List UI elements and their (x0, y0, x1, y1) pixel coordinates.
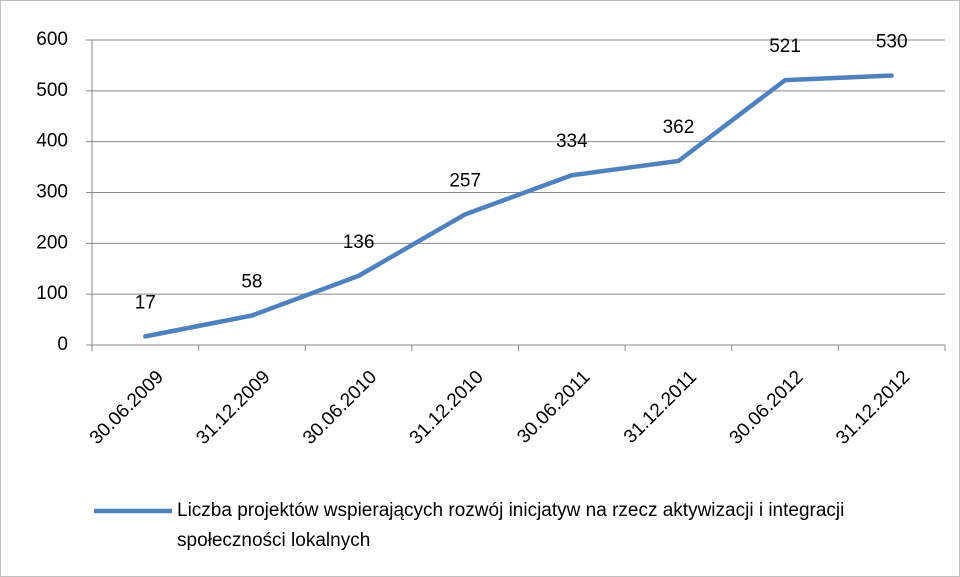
data-label: 334 (556, 131, 588, 152)
x-tick-label: 31.12.2010 (406, 367, 488, 449)
data-label: 362 (663, 117, 695, 138)
y-tick-label: 600 (36, 29, 68, 50)
x-tick-label: 30.06.2009 (86, 367, 168, 449)
data-label: 136 (343, 232, 375, 253)
y-tick-label: 400 (36, 131, 68, 152)
x-tick-label: 30.06.2010 (299, 367, 381, 449)
legend-label: Liczba projektów wspierających rozwój in… (177, 500, 845, 551)
x-tick-label: 31.12.2009 (192, 367, 274, 449)
x-tick-label: 31.12.2011 (620, 367, 701, 448)
y-tick-label: 0 (57, 334, 68, 355)
y-tick-label: 200 (36, 232, 68, 253)
data-label: 257 (449, 170, 481, 191)
y-tick-label: 300 (36, 182, 68, 203)
data-label: 530 (876, 32, 908, 53)
data-label: 17 (135, 292, 156, 313)
y-tick-label: 500 (36, 80, 68, 101)
data-line (143, 73, 894, 339)
x-tick-label: 31.12.2012 (832, 367, 914, 449)
y-tick-label: 100 (36, 283, 68, 304)
data-label: 58 (241, 272, 262, 293)
x-tick-label: 30.06.2012 (726, 367, 808, 449)
x-tick-label: 30.06.2011 (513, 367, 594, 448)
data-label: 521 (769, 36, 801, 57)
